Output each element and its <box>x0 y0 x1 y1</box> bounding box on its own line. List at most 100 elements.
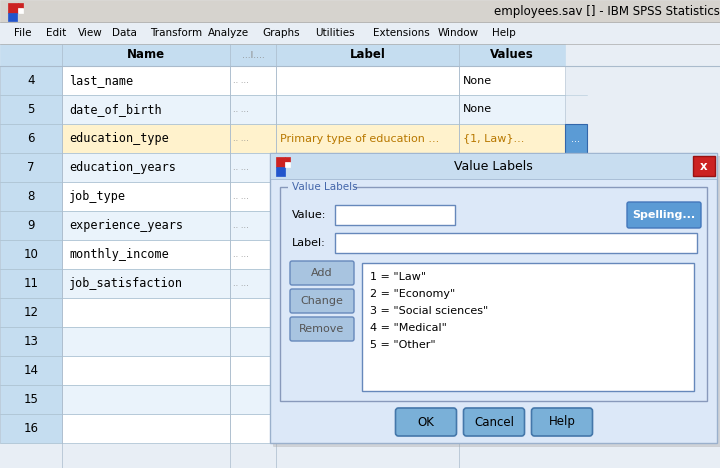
Bar <box>0 385 62 414</box>
Text: 13: 13 <box>24 335 38 348</box>
Bar <box>459 414 565 443</box>
Bar <box>270 153 717 179</box>
Text: 11: 11 <box>24 277 38 290</box>
Bar <box>62 240 230 269</box>
Text: Value Labels: Value Labels <box>454 160 533 173</box>
Text: OK: OK <box>418 416 434 429</box>
Bar <box>459 95 565 124</box>
Bar <box>276 124 459 153</box>
Bar <box>0 298 62 327</box>
Text: View: View <box>78 28 103 38</box>
Text: Transform: Transform <box>150 28 202 38</box>
Text: Value:: Value: <box>292 210 326 220</box>
Text: 9: 9 <box>27 219 35 232</box>
Bar <box>230 269 276 298</box>
Bar <box>276 167 285 176</box>
Text: job_type: job_type <box>69 190 126 203</box>
Bar <box>285 162 290 167</box>
Bar <box>62 124 230 153</box>
Text: x: x <box>700 160 708 173</box>
Text: Cancel: Cancel <box>474 416 514 429</box>
Text: 2 = "Economy": 2 = "Economy" <box>370 289 455 299</box>
Bar <box>0 66 62 95</box>
Bar <box>230 385 276 414</box>
Text: Graphs: Graphs <box>262 28 300 38</box>
Bar <box>0 240 62 269</box>
Bar <box>335 233 697 253</box>
Bar <box>0 22 720 44</box>
FancyBboxPatch shape <box>627 202 701 228</box>
Text: 5: 5 <box>27 103 35 116</box>
Text: Add: Add <box>311 268 333 278</box>
Bar <box>62 356 230 385</box>
Text: Help: Help <box>549 416 575 429</box>
Bar <box>230 153 276 182</box>
Bar <box>565 124 587 153</box>
Text: .. ...: .. ... <box>233 192 248 201</box>
Bar <box>0 95 62 124</box>
Text: Label: Label <box>350 49 385 61</box>
Bar <box>459 240 565 269</box>
Text: .. ...: .. ... <box>233 76 248 85</box>
Bar <box>0 153 62 182</box>
Text: Value Labels: Value Labels <box>292 182 358 192</box>
Text: experience_years: experience_years <box>69 219 183 232</box>
Bar <box>276 66 459 95</box>
Text: last_name: last_name <box>69 74 133 87</box>
Bar <box>62 385 230 414</box>
Text: 7: 7 <box>27 161 35 174</box>
FancyBboxPatch shape <box>464 408 524 436</box>
Text: Change: Change <box>300 296 343 306</box>
Text: ...: ... <box>572 133 580 144</box>
Bar <box>276 327 459 356</box>
Bar <box>335 205 455 225</box>
Bar <box>0 269 62 298</box>
Bar <box>362 263 694 391</box>
Bar <box>230 182 276 211</box>
Text: education_years: education_years <box>69 161 176 174</box>
Text: 5 = "Other": 5 = "Other" <box>370 340 436 350</box>
Bar <box>62 298 230 327</box>
Bar <box>62 327 230 356</box>
Text: 3 = "Social sciences": 3 = "Social sciences" <box>370 306 488 316</box>
Bar <box>288 181 354 193</box>
Text: .. ...: .. ... <box>233 279 248 288</box>
Bar <box>230 44 276 66</box>
Bar <box>18 3 23 8</box>
Bar <box>459 356 565 385</box>
Bar <box>280 187 707 401</box>
Text: 12: 12 <box>24 306 38 319</box>
Text: education_type: education_type <box>69 132 168 145</box>
Bar <box>0 356 62 385</box>
Text: .. ...: .. ... <box>233 221 248 230</box>
Bar <box>62 153 230 182</box>
Bar <box>230 124 276 153</box>
Bar <box>0 124 62 153</box>
Text: Primary type of education ...: Primary type of education ... <box>280 133 439 144</box>
Bar <box>230 356 276 385</box>
Text: 4: 4 <box>27 74 35 87</box>
Text: employees.sav [] - IBM SPSS Statistics: employees.sav [] - IBM SPSS Statistics <box>494 5 720 17</box>
Bar <box>62 182 230 211</box>
FancyBboxPatch shape <box>395 408 456 436</box>
Bar <box>230 414 276 443</box>
Text: 4 = "Medical": 4 = "Medical" <box>370 323 447 333</box>
Text: 14: 14 <box>24 364 38 377</box>
Bar <box>629 204 699 226</box>
Text: 15: 15 <box>24 393 38 406</box>
Bar <box>62 269 230 298</box>
Bar <box>62 211 230 240</box>
Text: None: None <box>463 75 492 86</box>
Text: job_satisfaction: job_satisfaction <box>69 277 183 290</box>
Bar <box>0 211 62 240</box>
FancyBboxPatch shape <box>290 261 354 285</box>
Text: .. ...: .. ... <box>233 134 248 143</box>
Bar <box>459 385 565 414</box>
Bar <box>0 0 720 22</box>
Bar <box>0 44 62 66</box>
Bar <box>459 327 565 356</box>
Text: date_of_birth: date_of_birth <box>69 103 161 116</box>
Bar <box>230 327 276 356</box>
Bar <box>276 385 459 414</box>
Text: None: None <box>463 104 492 115</box>
